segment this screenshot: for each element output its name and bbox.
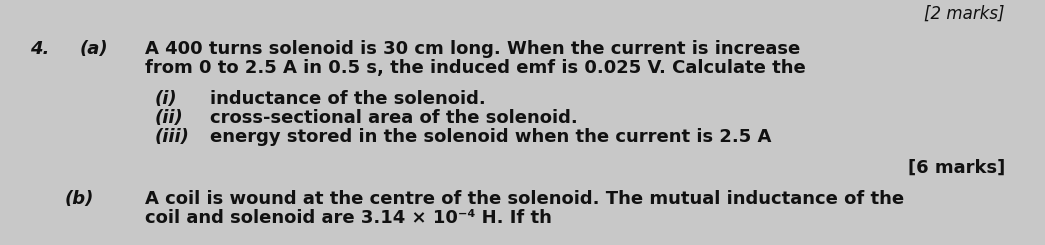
Text: [2 marks]: [2 marks] (925, 5, 1005, 23)
Text: (ii): (ii) (155, 109, 184, 127)
Text: (b): (b) (65, 190, 94, 208)
Text: (iii): (iii) (155, 128, 190, 146)
Text: cross-sectional area of the solenoid.: cross-sectional area of the solenoid. (210, 109, 578, 127)
Text: A coil is wound at the centre of the solenoid. The mutual inductance of the: A coil is wound at the centre of the sol… (145, 190, 904, 208)
Text: inductance of the solenoid.: inductance of the solenoid. (210, 90, 486, 108)
Text: (i): (i) (155, 90, 178, 108)
Text: (a): (a) (80, 40, 109, 58)
Text: [6 marks]: [6 marks] (908, 159, 1005, 177)
Text: A 400 turns solenoid is 30 cm long. When the current is increase: A 400 turns solenoid is 30 cm long. When… (145, 40, 800, 58)
Text: coil and solenoid are 3.14 × 10⁻⁴ H. If th: coil and solenoid are 3.14 × 10⁻⁴ H. If … (145, 209, 552, 227)
Text: from 0 to 2.5 A in 0.5 s, the induced emf is 0.025 V. Calculate the: from 0 to 2.5 A in 0.5 s, the induced em… (145, 59, 806, 77)
Text: 4.: 4. (30, 40, 49, 58)
Text: energy stored in the solenoid when the current is 2.5 A: energy stored in the solenoid when the c… (210, 128, 771, 146)
